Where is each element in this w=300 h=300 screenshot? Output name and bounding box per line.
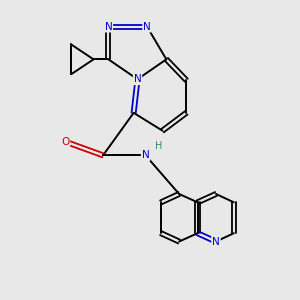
Text: N: N	[143, 22, 151, 32]
Text: N: N	[142, 150, 149, 160]
Text: O: O	[61, 137, 69, 147]
Text: N: N	[104, 22, 112, 32]
Text: N: N	[212, 236, 220, 247]
Text: H: H	[154, 140, 162, 151]
Text: N: N	[134, 74, 141, 84]
